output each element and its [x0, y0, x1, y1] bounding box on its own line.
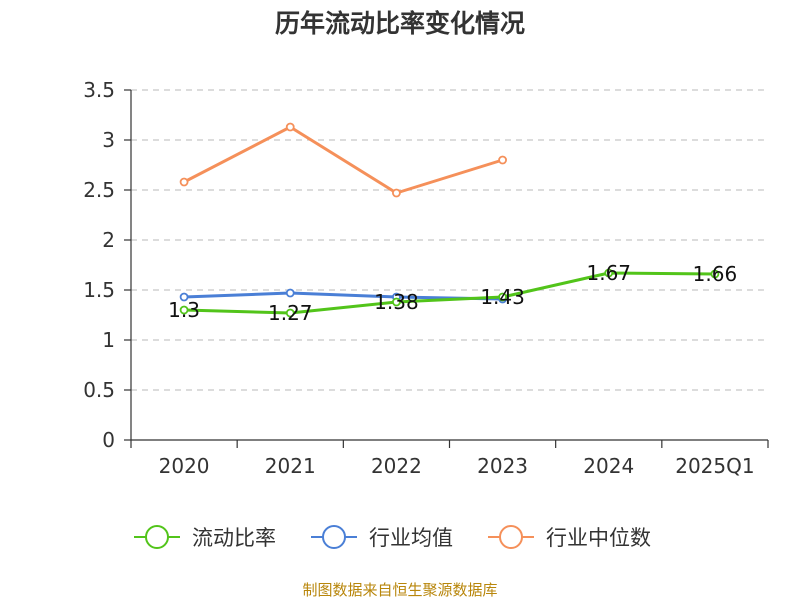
data-point — [179, 292, 189, 302]
y-tick-label: 0.5 — [83, 378, 115, 402]
y-tick-label: 2 — [102, 228, 115, 252]
data-point — [285, 122, 295, 132]
series-line — [182, 125, 505, 195]
data-point — [498, 155, 507, 165]
y-tick-label: 1 — [102, 328, 115, 352]
x-tick-label: 2021 — [265, 454, 316, 478]
legend-label: 行业中位数 — [546, 526, 651, 550]
axes — [130, 90, 768, 441]
data-point — [392, 297, 401, 307]
data-point — [179, 177, 189, 187]
data-point — [179, 305, 189, 315]
data-point — [604, 268, 614, 278]
y-tick-label: 3 — [102, 128, 115, 152]
x-tick-label: 2020 — [159, 454, 210, 478]
data-label: 1.66 — [693, 262, 738, 286]
series-points — [179, 122, 720, 318]
source-note: 制图数据来自恒生聚源数据库 — [302, 581, 498, 599]
data-labels: 1.3 1.27 1.38 1.43 1.67 1.66 — [168, 261, 737, 325]
chart-title: 历年流动比率变化情况 — [274, 9, 525, 38]
data-label: 1.3 — [168, 298, 200, 322]
data-point — [392, 188, 401, 198]
data-point — [285, 288, 295, 298]
x-tick-label: 2024 — [583, 454, 634, 478]
y-tick-label: 2.5 — [83, 178, 115, 202]
legend-marker — [322, 525, 346, 549]
x-tick-label: 2025Q1 — [675, 454, 754, 478]
legend-marker — [145, 525, 169, 549]
data-label: 1.27 — [268, 301, 313, 325]
series-lines — [182, 125, 717, 315]
data-label: 1.38 — [374, 290, 419, 314]
legend: 流动比率 行业均值 行业中位数 — [134, 525, 651, 550]
x-tick-label: 2023 — [477, 454, 528, 478]
data-point — [710, 269, 720, 279]
grid-lines — [131, 89, 768, 391]
y-tick-label: 1.5 — [83, 278, 115, 302]
y-tick-label: 0 — [102, 428, 115, 452]
y-axis-ticks: 0 0.5 1 1.5 2 2.5 3 3.5 — [83, 78, 131, 452]
data-point — [285, 308, 295, 318]
x-axis-ticks: 2020 2021 2022 2023 2024 2025Q1 — [130, 440, 769, 478]
data-label: 1.43 — [480, 285, 525, 309]
legend-marker — [499, 525, 523, 549]
data-label: 1.67 — [586, 261, 631, 285]
data-point — [498, 292, 507, 302]
series-line — [182, 271, 717, 315]
legend-label: 流动比率 — [192, 526, 276, 550]
legend-label: 行业均值 — [369, 526, 453, 550]
y-tick-label: 3.5 — [83, 78, 115, 102]
x-tick-label: 2022 — [371, 454, 422, 478]
